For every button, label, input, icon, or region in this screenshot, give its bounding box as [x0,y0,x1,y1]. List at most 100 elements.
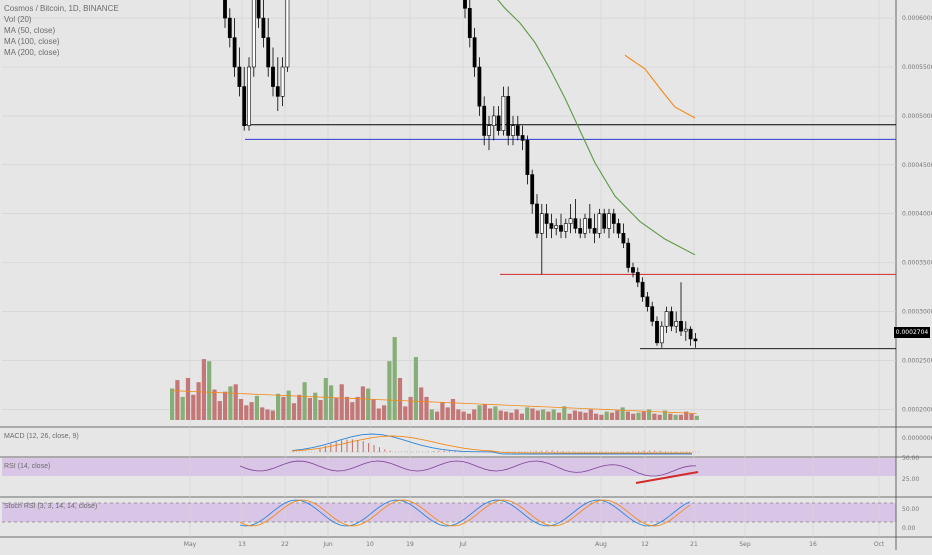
legend-ma100[interactable]: MA (100, close) [4,37,60,46]
time-tick-label: 12 [641,541,649,548]
volume-bar [578,411,583,420]
rsi-pane-label[interactable]: RSI (14, close) [4,463,51,470]
price-tick-label: 0.0002500 [902,357,932,364]
rsi-tick-label: 50.00 [902,455,919,462]
volume-bar [201,359,206,420]
price-tick-label: 0.0003500 [902,260,932,267]
volume-bar [382,405,387,420]
rsi-tick-label: 25.00 [902,476,919,483]
volume-bar [408,396,413,420]
volume-bar [440,402,445,420]
volume-bar [551,409,556,420]
volume-bar [429,409,434,420]
volume-bar [583,412,588,420]
legend-symbol[interactable]: Cosmos / Bitcoin, 1D, BINANCE [4,4,119,13]
candle-body [251,0,256,68]
volume-bar [217,401,222,420]
volume-bar [525,407,530,420]
candle-body [275,86,280,97]
volume-bar [519,413,524,420]
volume-bar [297,394,302,420]
volume-bar [466,413,471,420]
price-tick-label: 0.0006000 [902,15,932,22]
volume-bar [223,391,228,420]
ma100-line [624,54,696,119]
candle-body [592,228,597,234]
candle-body [544,213,549,224]
candle-body [559,225,563,232]
volume-bar [270,410,275,420]
candle-body [611,213,616,224]
macd-pane-label[interactable]: MACD (12, 26, close, 9) [4,433,79,440]
volume-bar [281,396,286,420]
candle-body [227,17,232,38]
volume-bar [307,397,312,420]
candle-body [573,218,578,229]
volume-bar [387,361,392,420]
candle-body [539,213,544,234]
volume-bar [625,411,630,420]
volume-bar [657,414,662,420]
candle-body [525,140,530,175]
volume-bar [344,396,350,420]
volume-bar [196,382,201,420]
volume-bar [323,378,328,420]
volume-bar [254,395,259,420]
rsi-line [239,460,697,477]
volume-bar [233,384,238,420]
volume-bar [302,382,307,420]
candle-body [482,105,487,136]
candle-body [491,115,496,126]
volume-bar [662,410,668,420]
volume-bar [445,407,450,420]
volume-bar [631,413,636,420]
stoch-tick-label: 50.00 [902,506,919,513]
volume-bar [609,412,615,420]
volume-bar [503,411,509,420]
ma50-line [497,0,696,256]
volume-bar [435,411,440,420]
volume-bar [318,400,323,420]
candle-body [578,228,583,234]
candle-body [535,203,539,234]
price-tick-label: 0.0005000 [902,113,932,120]
candle-body [645,296,650,307]
volume-bar [419,387,424,420]
macd-line [291,433,692,455]
legend-ma200[interactable]: MA (200, close) [4,48,60,57]
volume-bar [562,406,567,420]
volume-bar [684,411,689,420]
legend-ma50[interactable]: MA (50, close) [4,26,56,35]
volume-bar [313,392,318,420]
volume-bar [339,384,344,420]
candle-body [669,311,674,327]
volume-bar [350,402,355,420]
stoch-tick-label: 0.00 [902,525,916,532]
volume-bar [535,410,540,420]
candle-body [635,272,640,283]
volume-bar [450,399,456,420]
candle-body [621,232,626,244]
candle-body [616,223,621,234]
candle-body [683,328,688,332]
volume-bar [376,408,381,420]
volume-ma-line [171,390,697,414]
volume-bar [238,399,244,420]
volume-bar [355,396,360,420]
volume-bar [260,407,265,420]
volume-bar [482,404,487,420]
candle-body [487,125,491,136]
volume-bar [276,393,281,420]
volume-bar [334,397,339,420]
price-tick-label: 0.0002000 [902,406,932,413]
price-tick-label: 0.0005500 [902,64,932,71]
candle-body [688,328,693,340]
stoch-pane-label[interactable]: Stoch RSI (3, 3, 14, 14, close) [4,503,98,510]
candle-body [477,66,482,107]
legend-vol[interactable]: Vol (20) [4,15,32,24]
candle-body [242,86,247,126]
volume-bar [567,413,572,420]
candle-body [467,8,472,38]
